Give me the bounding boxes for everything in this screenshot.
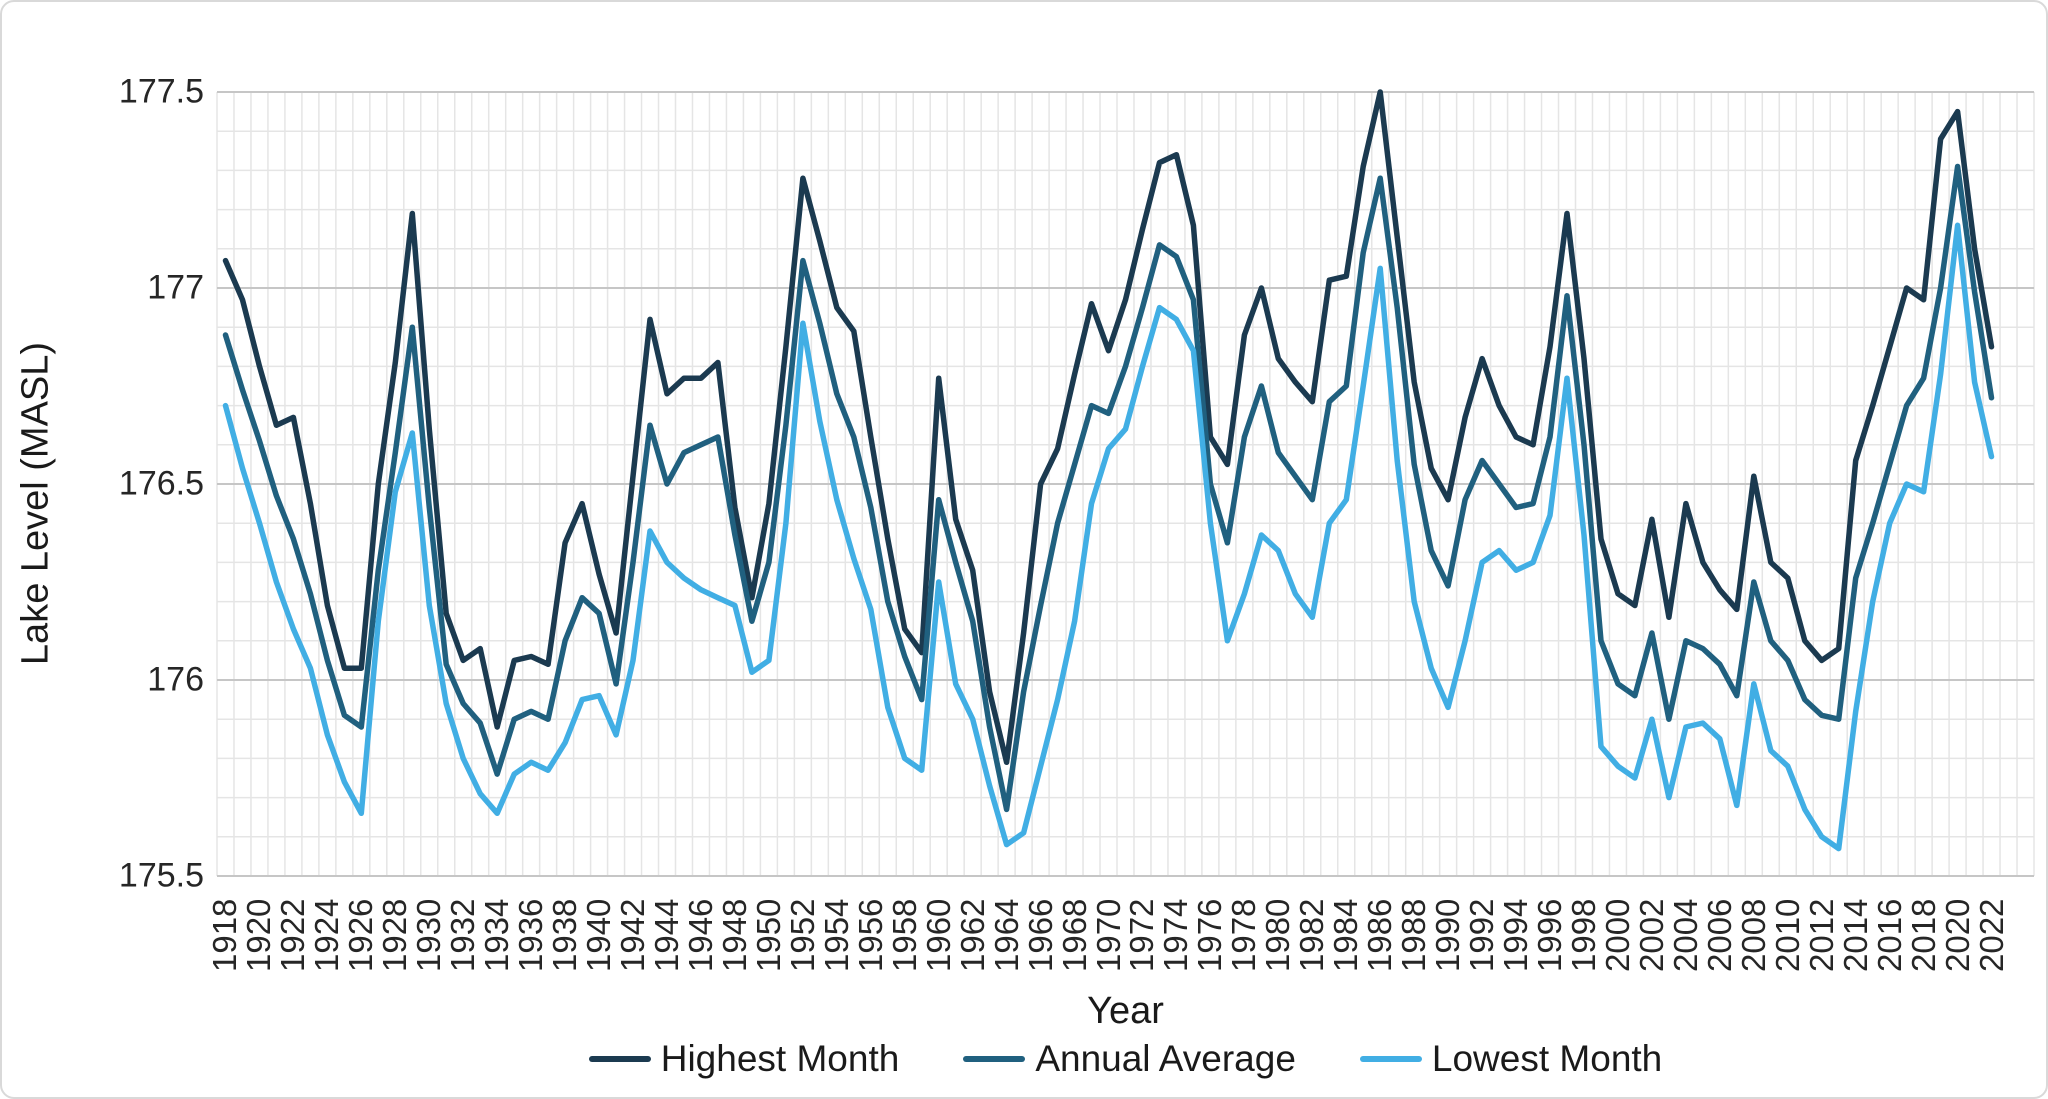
- x-tick-label: 1980: [1259, 898, 1297, 972]
- x-tick-label: 1966: [1021, 898, 1059, 972]
- x-tick-label: 1986: [1361, 898, 1399, 972]
- x-tick-label: 1950: [749, 898, 787, 972]
- legend-item-lowest-month: Lowest Month: [1359, 1038, 1663, 1080]
- x-tick-label: 1962: [953, 898, 991, 972]
- x-tick-label: 1998: [1564, 898, 1602, 972]
- x-tick-label: 1946: [681, 898, 719, 972]
- annual-average-line-swatch: [963, 1056, 1026, 1062]
- x-tick-label: 1932: [444, 898, 482, 972]
- x-axis-title: Year: [1087, 990, 1164, 1032]
- legend-label: Highest Month: [660, 1038, 900, 1079]
- x-tick-label: 2008: [1734, 898, 1772, 972]
- x-tick-label: 1976: [1191, 898, 1229, 972]
- x-tick-label: 1944: [648, 898, 685, 972]
- x-tick-label: 2002: [1632, 898, 1670, 972]
- y-tick-label: 176: [147, 660, 204, 699]
- y-axis-title: Lake Level (MASL): [14, 341, 57, 666]
- x-tick-label: 1978: [1225, 898, 1263, 972]
- x-tick-label: 1988: [1395, 898, 1433, 972]
- y-tick-label: 177.5: [118, 72, 204, 111]
- x-tick-label: 1964: [987, 898, 1025, 972]
- x-tick-label: 1956: [851, 898, 889, 972]
- x-tick-label: 1934: [478, 898, 516, 972]
- x-tick-label: 1972: [1123, 898, 1161, 972]
- x-tick-label: 1924: [308, 898, 346, 972]
- x-tick-label: 1942: [614, 898, 652, 972]
- legend: Highest Month Annual Average Lowest Mont…: [217, 1038, 2034, 1080]
- x-tick-label: 2020: [1938, 898, 1976, 972]
- x-tick-label: 1936: [512, 898, 550, 972]
- x-tick-label: 1928: [376, 898, 414, 972]
- x-tick-label: 1918: [206, 898, 244, 972]
- legend-label: Lowest Month: [1431, 1038, 1663, 1079]
- x-tick-label: 1922: [274, 898, 312, 972]
- x-tick-label: 1960: [919, 898, 957, 972]
- x-tick-label: 1974: [1157, 898, 1195, 972]
- x-tick-label: 1970: [1089, 898, 1127, 972]
- x-tick-label: 1926: [342, 898, 380, 972]
- legend-item-highest-month: Highest Month: [588, 1038, 900, 1080]
- series-line-lowest-month: [222, 222, 1995, 852]
- x-tick-label: 1990: [1429, 898, 1467, 972]
- x-tick-label: 2012: [1802, 898, 1840, 972]
- x-tick-label: 2006: [1700, 898, 1738, 972]
- legend-label: Annual Average: [1035, 1038, 1296, 1079]
- x-tick-label: 1982: [1293, 898, 1331, 972]
- y-tick-label: 175.5: [118, 856, 204, 895]
- x-tick-label: 2004: [1666, 898, 1704, 972]
- y-tick-label: 176.5: [118, 464, 204, 503]
- x-tick-label: 1996: [1531, 898, 1569, 972]
- x-tick-label: 2000: [1598, 898, 1636, 972]
- series-line-highest-month: [222, 89, 1995, 766]
- x-tick-label: 2010: [1768, 898, 1806, 972]
- x-tick-label: 2014: [1836, 898, 1874, 972]
- x-tick-label: 1994: [1497, 898, 1535, 972]
- x-tick-label: 1968: [1055, 898, 1093, 972]
- x-tick-label: 2018: [1904, 898, 1942, 972]
- legend-item-annual-average: Annual Average: [963, 1038, 1296, 1080]
- x-tick-label: 1984: [1327, 898, 1365, 972]
- x-tick-label: 1952: [783, 898, 821, 972]
- x-tick-label: 1920: [240, 898, 278, 972]
- x-tick-label: 2016: [1870, 898, 1908, 972]
- x-tick-label: 1948: [715, 898, 753, 972]
- x-tick-label: 1958: [885, 898, 923, 972]
- x-tick-label: 1992: [1463, 898, 1501, 972]
- series-line-annual-average: [222, 163, 1995, 813]
- lowest-month-line-swatch: [1359, 1056, 1422, 1062]
- x-tick-label: 1938: [546, 898, 584, 972]
- y-tick-label: 177: [147, 268, 204, 307]
- x-tick-label: 2022: [1972, 898, 2010, 972]
- x-tick-label: 1930: [410, 898, 448, 972]
- x-tick-label: 1954: [817, 898, 855, 972]
- x-tick-label: 1940: [580, 898, 618, 972]
- highest-month-line-swatch: [588, 1056, 651, 1062]
